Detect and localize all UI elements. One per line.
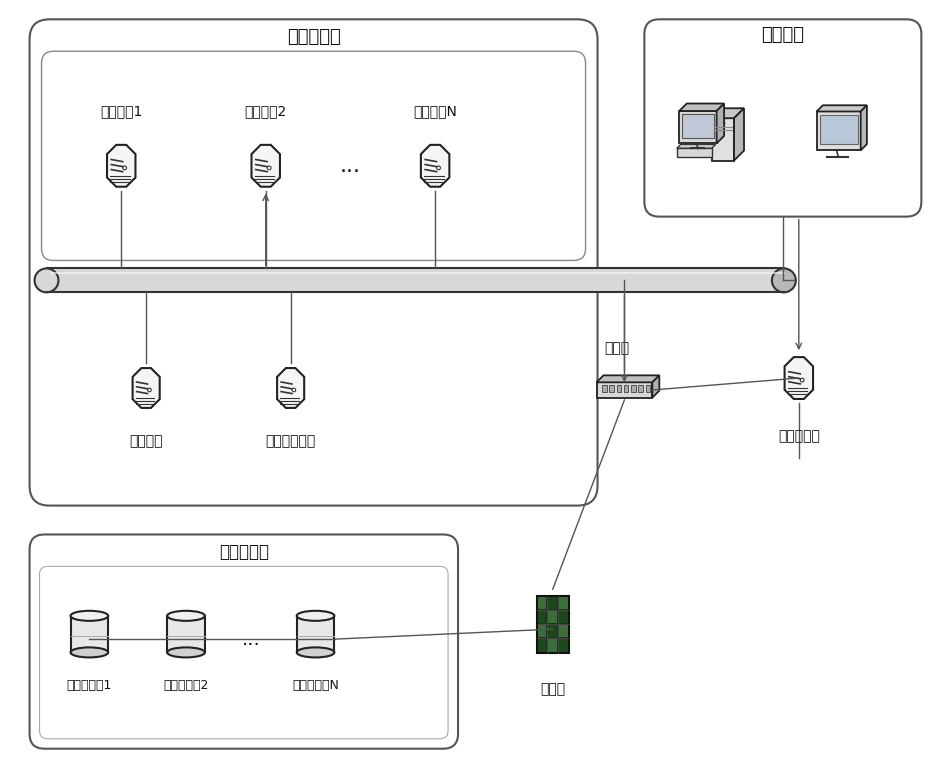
FancyBboxPatch shape bbox=[548, 611, 557, 623]
Text: 卡口数据源1: 卡口数据源1 bbox=[66, 680, 112, 692]
FancyBboxPatch shape bbox=[536, 596, 569, 653]
Polygon shape bbox=[421, 145, 449, 187]
Text: 卡口数据源: 卡口数据源 bbox=[219, 543, 269, 561]
FancyBboxPatch shape bbox=[70, 616, 109, 653]
FancyBboxPatch shape bbox=[537, 597, 547, 609]
FancyBboxPatch shape bbox=[168, 616, 205, 653]
FancyBboxPatch shape bbox=[638, 386, 643, 393]
FancyBboxPatch shape bbox=[548, 625, 557, 637]
Polygon shape bbox=[734, 109, 744, 161]
FancyBboxPatch shape bbox=[537, 639, 547, 652]
Polygon shape bbox=[816, 112, 861, 151]
FancyBboxPatch shape bbox=[609, 386, 614, 393]
FancyBboxPatch shape bbox=[537, 625, 547, 637]
FancyBboxPatch shape bbox=[646, 386, 651, 393]
FancyBboxPatch shape bbox=[537, 611, 547, 623]
Polygon shape bbox=[277, 368, 304, 408]
FancyBboxPatch shape bbox=[559, 625, 568, 637]
Text: 备份计算节点: 备份计算节点 bbox=[266, 434, 315, 448]
FancyBboxPatch shape bbox=[47, 268, 783, 293]
FancyBboxPatch shape bbox=[297, 616, 334, 653]
Ellipse shape bbox=[70, 611, 109, 621]
Ellipse shape bbox=[772, 268, 796, 293]
FancyBboxPatch shape bbox=[602, 386, 607, 393]
FancyBboxPatch shape bbox=[548, 639, 557, 652]
Text: 数据节点2: 数据节点2 bbox=[244, 104, 286, 118]
Circle shape bbox=[148, 388, 152, 392]
FancyBboxPatch shape bbox=[559, 639, 568, 652]
Ellipse shape bbox=[297, 611, 334, 621]
Text: 卡口数据源2: 卡口数据源2 bbox=[163, 680, 209, 692]
Polygon shape bbox=[252, 145, 280, 187]
FancyBboxPatch shape bbox=[624, 386, 628, 393]
Circle shape bbox=[292, 388, 296, 392]
Text: ...: ... bbox=[340, 156, 361, 176]
Text: 大数据集群: 大数据集群 bbox=[286, 28, 341, 47]
Text: 用户终端: 用户终端 bbox=[761, 26, 804, 44]
Polygon shape bbox=[596, 383, 652, 397]
Polygon shape bbox=[596, 376, 659, 383]
Text: 交换机: 交换机 bbox=[604, 341, 629, 355]
FancyBboxPatch shape bbox=[682, 114, 713, 137]
Ellipse shape bbox=[168, 647, 205, 657]
FancyBboxPatch shape bbox=[631, 386, 636, 393]
Text: ...: ... bbox=[241, 629, 260, 649]
Circle shape bbox=[800, 378, 804, 382]
Polygon shape bbox=[717, 103, 724, 144]
Circle shape bbox=[721, 121, 724, 125]
Text: 卡口数据源N: 卡口数据源N bbox=[292, 680, 339, 692]
Polygon shape bbox=[133, 368, 160, 408]
Text: 数据节点1: 数据节点1 bbox=[100, 104, 142, 118]
FancyBboxPatch shape bbox=[820, 116, 857, 144]
Polygon shape bbox=[680, 103, 724, 111]
Text: 计算节点: 计算节点 bbox=[129, 434, 163, 448]
Polygon shape bbox=[861, 106, 867, 151]
Polygon shape bbox=[711, 118, 734, 161]
Polygon shape bbox=[677, 144, 716, 148]
Polygon shape bbox=[680, 111, 717, 144]
Text: 卡口服务器: 卡口服务器 bbox=[778, 429, 820, 443]
Circle shape bbox=[437, 166, 441, 170]
Ellipse shape bbox=[35, 268, 58, 293]
FancyBboxPatch shape bbox=[559, 611, 568, 623]
Text: 数据节点N: 数据节点N bbox=[413, 104, 457, 118]
Polygon shape bbox=[711, 109, 744, 118]
Polygon shape bbox=[816, 106, 867, 112]
FancyBboxPatch shape bbox=[559, 597, 568, 609]
Circle shape bbox=[123, 166, 126, 170]
FancyBboxPatch shape bbox=[548, 597, 557, 609]
Polygon shape bbox=[652, 376, 659, 397]
Text: 防火墙: 防火墙 bbox=[540, 682, 565, 696]
Ellipse shape bbox=[297, 647, 334, 657]
Polygon shape bbox=[784, 357, 813, 399]
Ellipse shape bbox=[168, 611, 205, 621]
Circle shape bbox=[268, 166, 271, 170]
Polygon shape bbox=[107, 145, 136, 187]
FancyBboxPatch shape bbox=[617, 386, 622, 393]
Polygon shape bbox=[677, 148, 711, 158]
Ellipse shape bbox=[70, 647, 109, 657]
